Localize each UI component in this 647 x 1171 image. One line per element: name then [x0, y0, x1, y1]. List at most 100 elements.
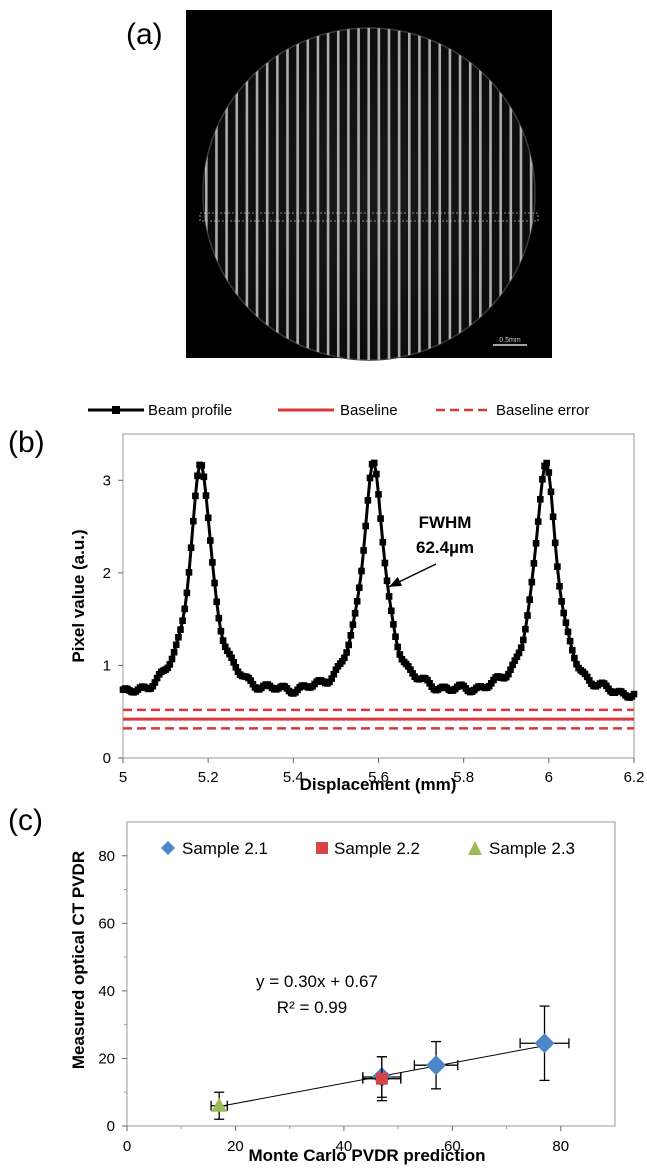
beam-profile-markers	[119, 459, 638, 701]
beam-profile-point	[547, 488, 555, 496]
beam-profile-point	[551, 539, 559, 547]
legend-sample-2-3-label: Sample 2.3	[489, 839, 575, 858]
grid-stripe	[225, 28, 228, 360]
beam-profile-point	[507, 666, 514, 673]
plot-c-ticks: 0 20 40 60 80 0 20 40 60 80	[98, 848, 569, 1155]
beam-profile-point	[515, 649, 523, 657]
beam-profile-point	[153, 674, 161, 682]
beam-profile-point	[226, 650, 233, 658]
beam-profile-point	[537, 496, 544, 503]
beam-profile-point	[183, 589, 191, 597]
plot-b-xtick-label: 5.2	[198, 769, 219, 786]
beam-profile-point	[211, 579, 218, 587]
beam-profile-point	[215, 614, 223, 622]
grid-stripe	[408, 28, 411, 360]
sample-2-1-point	[426, 1055, 447, 1076]
beam-profile-point	[526, 596, 533, 603]
beam-profile-point	[172, 641, 180, 649]
fit-r2: R² = 0.99	[277, 998, 347, 1017]
grid-stripe	[306, 28, 310, 360]
beam-profile-point	[534, 518, 542, 525]
grid-stripe	[438, 28, 442, 360]
panel-b-label: (b)	[8, 426, 45, 459]
beam-profile-point	[200, 473, 208, 481]
beam-profile-point	[356, 584, 363, 591]
plot-b-ylabel: Pixel value (a.u.)	[69, 529, 88, 662]
legend-sample-2-3-marker	[468, 841, 482, 855]
beam-profile-point	[362, 522, 369, 530]
plot-b-xtick-label: 5	[119, 769, 127, 786]
beam-profile-point	[221, 643, 229, 651]
beam-profile-point	[366, 474, 374, 482]
plot-b-ytick-label: 0	[103, 750, 111, 767]
grid-stripe	[286, 28, 289, 360]
beam-profile-point	[509, 661, 516, 669]
beam-profile-point	[360, 547, 367, 554]
beam-profile-point	[381, 559, 389, 567]
beam-profile-point	[556, 583, 563, 590]
beam-profile-point	[564, 628, 572, 636]
panel-a-label: (a)	[126, 18, 163, 51]
beam-profile-point	[175, 634, 182, 641]
beam-profile-point	[396, 651, 404, 658]
beam-profile-point	[170, 648, 178, 656]
beam-profile-point	[562, 619, 570, 626]
beam-profile-point	[543, 459, 550, 467]
beam-profile-point	[187, 544, 195, 551]
panel-c-chart: 0 20 40 60 80 0 20 40 60 80 Monte Carlo PVDR pred…	[69, 821, 616, 1165]
beam-profile-point	[566, 637, 574, 645]
plot-c-ylabel: Measured optical CT PVDR	[69, 851, 88, 1069]
beam-profile-point	[558, 598, 565, 605]
beam-profile-point	[228, 654, 235, 662]
panel-c-label: (c)	[8, 804, 43, 837]
plot-c-ytick-label: 20	[98, 1050, 115, 1067]
beam-profile-point	[364, 497, 372, 504]
grid-stripe	[489, 28, 492, 360]
profile-region-box	[199, 212, 539, 222]
beam-profile-point	[207, 537, 214, 544]
plot-b-xtick-label: 5.6	[368, 769, 389, 786]
beam-profile-point	[392, 633, 399, 640]
beam-profile-point	[539, 476, 546, 483]
beam-profile-point	[341, 654, 348, 662]
beam-profile-point	[569, 646, 576, 654]
legend-beam-profile-label: Beam profile	[148, 402, 232, 419]
beam-profile-point	[345, 641, 352, 649]
plot-c-xtick-label: 40	[336, 1138, 353, 1155]
legend-sample-2-2-marker	[316, 842, 328, 854]
beam-profile-point	[560, 609, 567, 617]
plot-c-ytick-label: 60	[98, 915, 115, 932]
grid-stripe	[336, 28, 340, 360]
plot-b-ytick-label: 3	[103, 472, 111, 489]
plot-c-points	[210, 1005, 570, 1120]
grid-stripe	[235, 28, 239, 360]
beam-profile-point	[247, 677, 254, 684]
beam-profile-point	[407, 666, 414, 673]
beam-profile-point	[168, 655, 176, 663]
beam-profile-point	[583, 673, 591, 681]
beam-profile-point	[230, 659, 237, 666]
beam-profile-point	[185, 569, 193, 576]
beam-profile-point	[190, 517, 197, 525]
beam-profile-point	[505, 670, 512, 678]
beam-profile-point	[198, 462, 206, 469]
plot-c-frame	[126, 821, 616, 1127]
grid-stripe	[276, 28, 279, 360]
beam-profile-point	[351, 610, 359, 617]
beam-profile-point	[375, 491, 382, 498]
beam-profile-point	[385, 593, 393, 600]
legend-sample-2-1-marker	[161, 841, 175, 855]
plot-c-ytick-label: 0	[107, 1118, 115, 1135]
beam-profile-point	[532, 540, 540, 547]
plot-c-legend: Sample 2.1 Sample 2.2 Sample 2.3	[161, 839, 575, 858]
beam-profile-point	[194, 472, 201, 480]
legend-baseline-label: Baseline	[340, 402, 398, 419]
grid-stripe	[326, 28, 330, 360]
beam-profile-point	[232, 664, 240, 671]
beam-profile-point	[528, 578, 536, 586]
plot-b-xtick-label: 6	[545, 769, 553, 786]
beam-profile-point	[370, 459, 378, 467]
beam-profile-point	[166, 661, 174, 668]
beam-profile-point	[332, 666, 340, 674]
